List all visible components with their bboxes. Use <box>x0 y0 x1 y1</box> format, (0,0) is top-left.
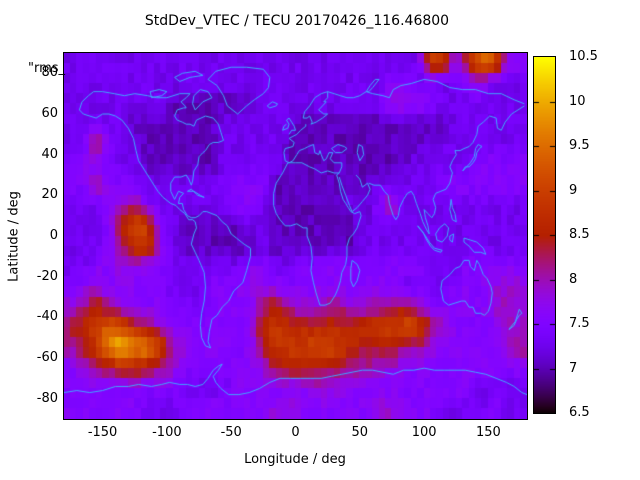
y-tick-label: 0 <box>49 228 58 243</box>
y-tick-label: -80 <box>36 390 58 406</box>
y-tick-label: 80 <box>41 65 58 81</box>
y-tick-label: 40 <box>41 146 58 162</box>
colorbar-tick-label: 8 <box>569 271 578 287</box>
colorbar-tick-label: 7.5 <box>569 316 590 331</box>
chart-title: StdDev_VTEC / TECU 20170426_116.46800 <box>144 13 450 29</box>
y-tick-label: -20 <box>36 268 58 284</box>
x-tick-label: -150 <box>87 425 118 440</box>
colorbar-tick-label: 9.5 <box>569 138 590 153</box>
colorbar-tick-label: 10.5 <box>569 49 598 64</box>
world-heatmap-canvas <box>64 53 527 419</box>
colorbar-tick-label: 9 <box>569 182 578 198</box>
y-tick-label: 60 <box>41 106 58 121</box>
y-tick-label: 20 <box>41 187 58 203</box>
x-tick-label: 50 <box>351 425 369 440</box>
colorbar-tick-label: 8.5 <box>569 227 590 242</box>
x-tick-label: 100 <box>411 425 437 440</box>
legend-key-text: "rms_ <box>28 61 66 76</box>
x-tick-label: 150 <box>475 425 501 440</box>
colorbar-tick-label: 10 <box>569 93 586 109</box>
colorbar-tick-label: 6.5 <box>569 405 590 420</box>
colorbar-canvas <box>534 57 555 413</box>
y-tick-label: -60 <box>36 350 58 365</box>
x-tick-label: 0 <box>291 425 300 440</box>
x-tick-label: -100 <box>152 425 182 440</box>
colorbar-tick-label: 7 <box>569 360 578 376</box>
colorbar <box>533 56 556 414</box>
map-plot-area <box>63 52 528 420</box>
y-tick-label: -40 <box>36 309 58 325</box>
x-tick-label: -50 <box>220 425 242 440</box>
x-axis-label: Longitude / deg <box>244 452 346 467</box>
